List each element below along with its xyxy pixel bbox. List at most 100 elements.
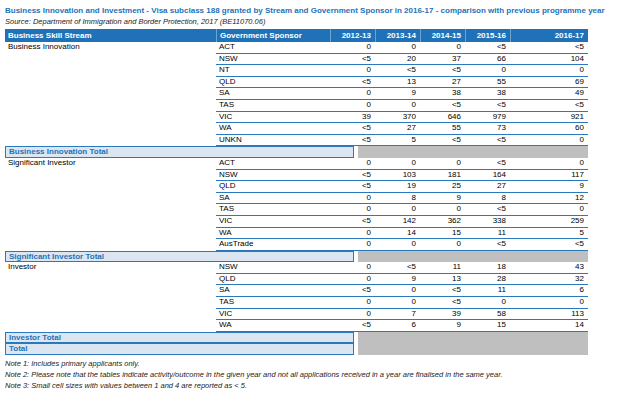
value-cell: 12	[510, 193, 588, 204]
value-cell: 7	[375, 309, 420, 320]
value-cell: <5	[420, 65, 465, 76]
value-cell: 38	[420, 88, 465, 99]
sponsor-cell: SA	[216, 193, 330, 204]
sponsor-cell: UNKN	[216, 135, 330, 146]
row-values-area: NSW<5103181164117	[216, 170, 588, 182]
value-cell: 19	[375, 181, 420, 192]
group-total-row: Significant Investor Total	[5, 251, 588, 263]
value-cell: 0	[375, 297, 420, 308]
value-cell: 0	[375, 239, 420, 250]
value-cell: 13	[375, 77, 420, 88]
table-row: TAS00<500	[5, 297, 588, 309]
row-values-area: SA<50<5116	[216, 285, 588, 297]
value-cell: 8	[465, 193, 510, 204]
value-cell: 13	[420, 274, 465, 285]
stream-cell: Investor	[5, 262, 216, 274]
value-cell: 0	[330, 274, 375, 285]
table-row: WA<5691514	[5, 320, 588, 332]
total-values-area	[358, 332, 588, 344]
row-values-area: NT0<5<500	[216, 65, 588, 77]
value-cell: <5	[465, 204, 510, 215]
value-cell: 5	[375, 135, 420, 146]
value-cell: 0	[330, 228, 375, 239]
table-row: SA<50<5116	[5, 285, 588, 297]
row-values-area: TAS00<5<5<5	[216, 100, 588, 112]
stream-cell	[5, 228, 216, 240]
stream-cell	[5, 274, 216, 286]
column-header: Business Skill Stream	[5, 29, 216, 42]
value-cell: 27	[375, 123, 420, 134]
total-label: Significant Investor Total	[5, 251, 354, 263]
value-cell: 9	[375, 274, 420, 285]
sponsor-cell: NSW	[216, 54, 330, 65]
value-cell: 0	[375, 204, 420, 215]
sponsor-cell: QLD	[216, 77, 330, 88]
sponsor-cell: ACT	[216, 42, 330, 53]
value-cell: 0	[330, 158, 375, 169]
row-values-area: ACT000<50	[216, 158, 588, 170]
value-cell: 0	[330, 309, 375, 320]
stream-cell: Business Innovation	[5, 42, 216, 54]
notes-section: Note 1: Includes primary applicants only…	[5, 358, 588, 391]
value-cell: 0	[510, 135, 588, 146]
group-total-row: Business Innovation Total	[5, 146, 588, 158]
value-cell: 9	[420, 320, 465, 331]
row-values-area: UNKN<55<5<50	[216, 135, 588, 147]
row-values-area: WA01415115	[216, 228, 588, 240]
value-cell: 27	[420, 77, 465, 88]
value-cell: 6	[375, 320, 420, 331]
value-cell: <5	[330, 216, 375, 227]
value-cell: 0	[420, 239, 465, 250]
sponsor-cell: TAS	[216, 204, 330, 215]
value-cell: 0	[510, 65, 588, 76]
value-cell: 11	[465, 285, 510, 296]
source-line: Source: Department of Immigration and Bo…	[5, 16, 588, 27]
value-cell: <5	[510, 239, 588, 250]
value-cell: 39	[330, 112, 375, 123]
stream-cell	[5, 65, 216, 77]
table-row: QLD<51925279	[5, 181, 588, 193]
total-values-area	[358, 251, 588, 263]
sponsor-cell: WA	[216, 320, 330, 331]
table-row: NSW<5203766104	[5, 54, 588, 66]
value-cell: 0	[375, 42, 420, 53]
value-cell: <5	[330, 285, 375, 296]
value-cell: <5	[420, 135, 465, 146]
value-cell: 38	[465, 88, 510, 99]
row-values-area: QLD<513275569	[216, 77, 588, 89]
value-cell: 20	[375, 54, 420, 65]
value-cell: 0	[420, 204, 465, 215]
visa-table: Business Skill StreamGovernment Sponsor2…	[5, 29, 588, 355]
table-row: UNKN<55<5<50	[5, 135, 588, 147]
table-row: WA01415115	[5, 228, 588, 240]
value-cell: 0	[375, 100, 420, 111]
row-values-area: ACT000<5<5	[216, 42, 588, 54]
total-label: Business Innovation Total	[5, 146, 354, 158]
table-header-row: Business Skill StreamGovernment Sponsor2…	[5, 29, 588, 42]
value-cell: <5	[420, 285, 465, 296]
table-row: QLD<513275569	[5, 77, 588, 89]
total-values-area	[358, 146, 588, 158]
value-cell: 8	[375, 193, 420, 204]
table-row: SA09383849	[5, 88, 588, 100]
row-values-area: TAS00<500	[216, 297, 588, 309]
stream-cell	[5, 204, 216, 216]
column-header: 2013-14	[375, 29, 420, 42]
stream-cell	[5, 54, 216, 66]
value-cell: 0	[375, 158, 420, 169]
value-cell: 0	[330, 193, 375, 204]
value-cell: 69	[510, 77, 588, 88]
value-cell: <5	[375, 262, 420, 273]
value-cell: <5	[465, 158, 510, 169]
sponsor-cell: QLD	[216, 274, 330, 285]
stream-cell: Significant Investor	[5, 158, 216, 170]
value-cell: 646	[420, 112, 465, 123]
value-cell: <5	[510, 100, 588, 111]
value-cell: 0	[420, 158, 465, 169]
table-row: InvestorNSW0<5111843	[5, 262, 588, 274]
stream-cell	[5, 88, 216, 100]
value-cell: 113	[510, 309, 588, 320]
value-cell: 55	[465, 77, 510, 88]
value-cell: 25	[420, 181, 465, 192]
row-values-area: WA<527557360	[216, 123, 588, 135]
